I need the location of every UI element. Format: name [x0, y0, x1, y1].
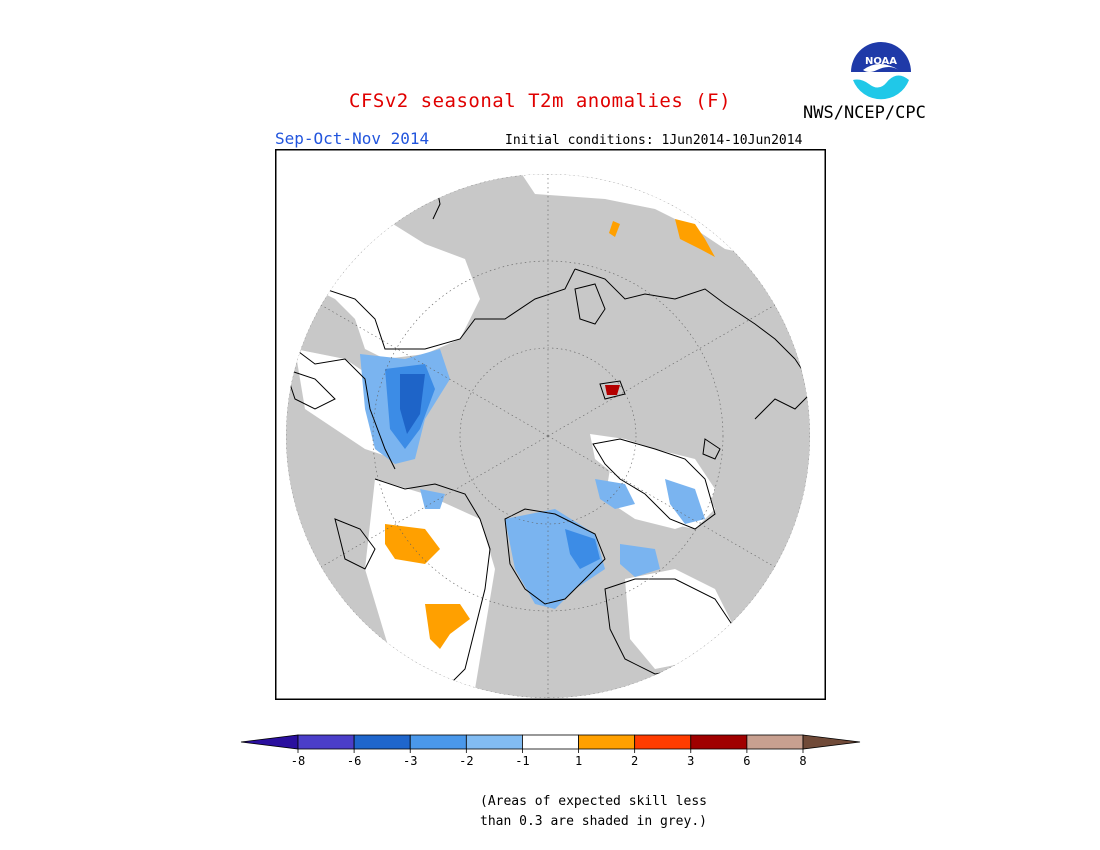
- skill-footnote: (Areas of expected skill less than 0.3 a…: [480, 792, 707, 832]
- footnote-line-2: than 0.3 are shaded in grey.): [480, 814, 707, 829]
- orange-region-china: [425, 604, 470, 649]
- legend-swatch: [522, 734, 579, 750]
- legend-tick-label: 2: [631, 754, 638, 768]
- blue-region-labrador: [620, 544, 660, 577]
- legend-tick-label: -8: [291, 754, 305, 768]
- legend-swatch: [746, 734, 804, 750]
- legend-tick-label: -6: [347, 754, 361, 768]
- blue-region-norway: [420, 489, 445, 509]
- red-region-arctic: [605, 385, 620, 395]
- legend-tick-label: -1: [515, 754, 529, 768]
- legend-tick-label: -3: [403, 754, 417, 768]
- polar-map: [275, 149, 826, 700]
- legend-tick-label: 1: [575, 754, 582, 768]
- graticule: [286, 174, 810, 698]
- white-region-pacific: [515, 174, 770, 259]
- agency-label: NWS/NCEP/CPC: [803, 103, 926, 123]
- legend-tick-label: 6: [743, 754, 750, 768]
- orange-region-bering: [675, 219, 715, 257]
- map-title: CFSv2 seasonal T2m anomalies (F): [349, 90, 732, 112]
- legend-swatch: [634, 734, 692, 750]
- legend-arrow-low: [240, 734, 299, 750]
- coastlines: [286, 178, 810, 690]
- legend-swatch: [690, 734, 748, 750]
- noaa-logo-text: NOAA: [865, 56, 897, 67]
- noaa-logo: NOAA: [849, 40, 913, 104]
- legend-swatch: [409, 734, 467, 750]
- blue-region-europe-deep: [400, 374, 425, 434]
- legend-tick-label: -2: [459, 754, 473, 768]
- orange-region-middle-east: [385, 524, 440, 564]
- orange-region-pacific-small: [609, 221, 620, 237]
- legend-tick-label: 8: [799, 754, 806, 768]
- color-legend: -8 -6 -3 -2 -1 1 2 3 6 8: [240, 734, 861, 768]
- blue-region-greenland: [595, 479, 635, 509]
- initial-conditions-label: Initial conditions: 1Jun2014-10Jun2014: [505, 133, 803, 148]
- legend-swatch: [353, 734, 411, 750]
- blue-region-hudson: [565, 529, 600, 569]
- blue-region-greenland-east: [665, 479, 705, 524]
- legend-swatch: [465, 734, 523, 750]
- legend-arrow-high: [802, 734, 861, 750]
- legend-swatch: [578, 734, 636, 750]
- legend-tick-label: 3: [687, 754, 694, 768]
- map-frame: [275, 149, 826, 700]
- season-label: Sep-Oct-Nov 2014: [275, 129, 430, 148]
- legend-swatch: [297, 734, 355, 750]
- footnote-line-1: (Areas of expected skill less: [480, 794, 707, 809]
